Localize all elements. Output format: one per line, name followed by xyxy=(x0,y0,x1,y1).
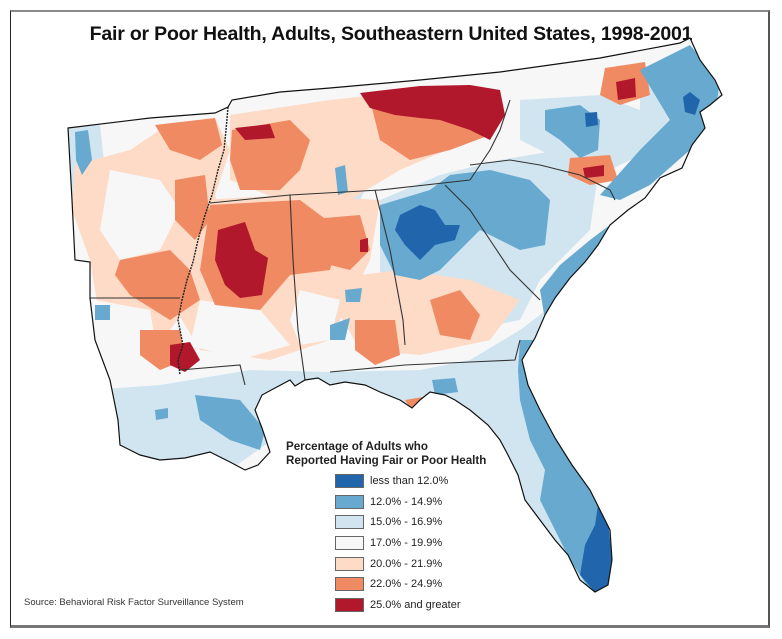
legend-label: 25.0% and greater xyxy=(370,598,461,611)
class-12-14-area-ar-nw xyxy=(75,130,92,175)
class-lt-12-area-va-coast xyxy=(683,92,700,115)
legend-item: 20.0% - 21.9% xyxy=(335,553,486,574)
class-17-19-area-ar-center xyxy=(100,170,180,260)
class-25-plus-area-nc-se xyxy=(583,165,604,178)
class-12-14-area-al-east xyxy=(345,288,362,302)
legend-swatch xyxy=(335,494,364,509)
class-25-plus-area-la-ne xyxy=(170,342,200,372)
legend-title-line2: Reported Having Fair or Poor Health xyxy=(286,454,487,467)
boundary-ms-al xyxy=(289,194,306,381)
legend-label: 12.0% - 14.9% xyxy=(370,495,443,508)
legend-title-line1: Percentage of Adults who xyxy=(286,440,428,453)
class-12-14-area-al-west xyxy=(330,318,350,340)
class-22-24-area-ga-south xyxy=(430,290,480,340)
class-25-plus-area-tn-nw xyxy=(235,124,275,140)
class-22-24-area-al-south xyxy=(355,320,400,365)
legend-label: less than 12.0% xyxy=(370,475,449,488)
class-lt-12-area-se-florida xyxy=(580,505,612,592)
class-12-14-area-la-south xyxy=(195,395,265,450)
class-lt-12-area-atlanta xyxy=(395,205,460,260)
legend: Percentage of Adults who Reported Having… xyxy=(286,440,486,615)
legend-item: 25.0% and greater xyxy=(335,595,486,616)
class-25-plus-area-nc-ne xyxy=(616,78,636,100)
class-12-14-area-la-dot xyxy=(155,408,168,420)
boundary-tn-nc xyxy=(469,99,511,181)
class-12-14-area-la-west xyxy=(95,305,110,320)
class-17-19-area-ms-south xyxy=(190,300,290,360)
legend-item: less than 12.0% xyxy=(335,471,486,492)
class-17-19-area-al-south xyxy=(290,290,340,345)
legend-swatch xyxy=(335,556,364,571)
class-22-24-area-ar-east xyxy=(175,175,210,240)
legend-swatch xyxy=(335,474,364,489)
legend-item: 15.0% - 16.9% xyxy=(335,512,486,533)
legend-label: 20.0% - 21.9% xyxy=(370,557,443,570)
boundary-tn-south xyxy=(209,179,471,204)
boundary-la-ms-south xyxy=(179,364,246,386)
class-22-24-area-al xyxy=(300,215,370,270)
state-boundaries xyxy=(90,99,616,386)
legend-swatch xyxy=(335,577,364,592)
legend-label: 17.0% - 19.9% xyxy=(370,537,443,550)
class-25-plus-area-fl xyxy=(418,400,430,409)
legend-swatch xyxy=(335,536,364,551)
legend-item: 12.0% - 14.9% xyxy=(335,492,486,513)
class-25-plus-area-appalachia xyxy=(360,85,505,140)
map-title: Fair or Poor Health, Adults, Southeaster… xyxy=(89,23,693,45)
boundary-ga-sc xyxy=(444,184,541,301)
class-12-14-area-tn-west xyxy=(335,165,348,195)
boundary-nc-sc xyxy=(469,159,616,201)
class-12-14-area-nc-coast xyxy=(600,45,720,200)
source-note: Source: Behavioral Risk Factor Surveilla… xyxy=(24,597,244,608)
legend-label: 15.0% - 16.9% xyxy=(370,516,443,529)
choropleth-layers xyxy=(68,45,722,592)
class-17-19-area-la xyxy=(95,300,160,380)
legend-swatch xyxy=(335,597,364,612)
class-22-24-area-ar-north xyxy=(155,118,222,160)
boundary-al-ga xyxy=(374,189,406,346)
legend-label: 22.0% - 24.9% xyxy=(370,578,443,591)
legend-swatch xyxy=(335,515,364,530)
class-lt-12-area-nc-center xyxy=(585,112,598,127)
legend-item: 17.0% - 19.9% xyxy=(335,533,486,554)
legend-item: 22.0% - 24.9% xyxy=(335,574,486,595)
boundary-fl-north xyxy=(329,339,521,373)
boundary-ar-ms-river xyxy=(177,106,229,376)
class-22-24-area-ar-south xyxy=(115,250,200,320)
legend-items: less than 12.0% 12.0% - 14.9% 15.0% - 16… xyxy=(335,471,486,615)
class-25-plus-area-ms-delta xyxy=(215,222,268,298)
class-12-14-area-fl-nw xyxy=(432,378,458,395)
class-25-plus-area-al xyxy=(360,238,368,252)
